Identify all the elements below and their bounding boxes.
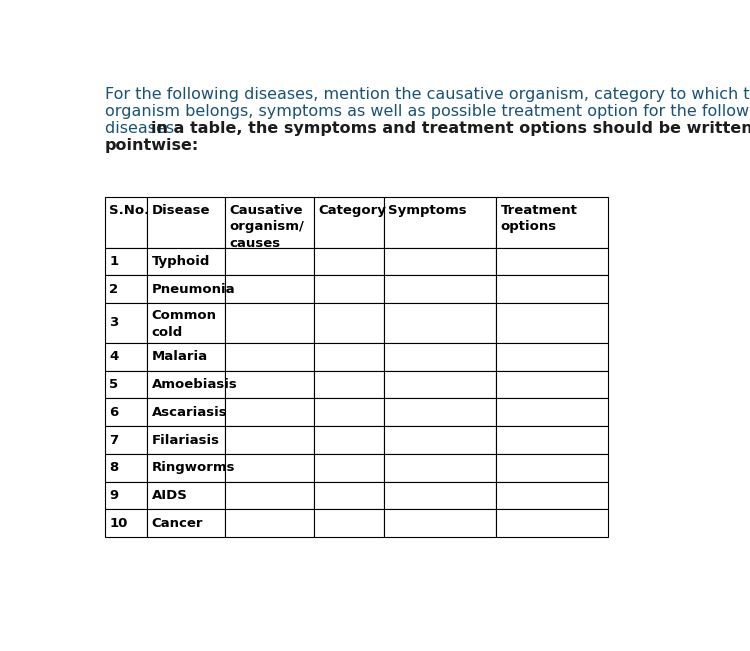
Bar <box>383 509 496 537</box>
Bar <box>225 303 314 343</box>
Bar <box>383 398 496 426</box>
Bar <box>225 197 314 247</box>
Bar <box>104 275 147 303</box>
Text: organism belongs, symptoms as well as possible treatment option for the followin: organism belongs, symptoms as well as po… <box>104 104 750 119</box>
Text: Amoebiasis: Amoebiasis <box>152 378 238 391</box>
Bar <box>496 247 608 275</box>
Bar <box>314 343 383 370</box>
Text: Category: Category <box>319 204 386 217</box>
Bar <box>225 275 314 303</box>
Bar <box>314 482 383 509</box>
Bar <box>104 197 147 247</box>
Bar <box>314 509 383 537</box>
Bar <box>104 398 147 426</box>
Bar <box>104 509 147 537</box>
Bar <box>147 426 225 454</box>
Bar <box>496 370 608 398</box>
Bar <box>496 454 608 482</box>
Bar <box>225 247 314 275</box>
Text: 8: 8 <box>110 462 118 474</box>
Bar <box>314 303 383 343</box>
Text: Typhoid: Typhoid <box>152 255 210 268</box>
Text: 6: 6 <box>110 406 118 419</box>
Bar <box>383 426 496 454</box>
Text: 7: 7 <box>110 434 118 447</box>
Bar <box>225 398 314 426</box>
Text: Ascariasis: Ascariasis <box>152 406 227 419</box>
Bar <box>147 343 225 370</box>
Bar <box>147 197 225 247</box>
Bar <box>147 398 225 426</box>
Bar <box>383 275 496 303</box>
Bar <box>104 426 147 454</box>
Text: 2: 2 <box>110 283 118 296</box>
Text: Treatment
options: Treatment options <box>501 204 578 233</box>
Bar <box>147 275 225 303</box>
Bar <box>383 454 496 482</box>
Bar <box>383 370 496 398</box>
Text: Common
cold: Common cold <box>152 309 217 339</box>
Bar <box>147 247 225 275</box>
Bar <box>496 303 608 343</box>
Bar <box>383 247 496 275</box>
Bar <box>104 370 147 398</box>
Bar <box>225 482 314 509</box>
Bar <box>147 482 225 509</box>
Bar <box>314 426 383 454</box>
Bar <box>383 303 496 343</box>
Text: Symptoms: Symptoms <box>388 204 466 217</box>
Text: in a table, the symptoms and treatment options should be written: in a table, the symptoms and treatment o… <box>151 121 750 136</box>
Text: 9: 9 <box>110 489 118 502</box>
Bar <box>225 370 314 398</box>
Text: Pneumonia: Pneumonia <box>152 283 236 296</box>
Bar <box>147 370 225 398</box>
Bar <box>225 426 314 454</box>
Text: Filariasis: Filariasis <box>152 434 220 447</box>
Bar <box>314 197 383 247</box>
Text: pointwise:: pointwise: <box>104 138 199 153</box>
Bar <box>496 509 608 537</box>
Bar <box>147 454 225 482</box>
Text: 4: 4 <box>110 350 118 363</box>
Bar <box>147 509 225 537</box>
Text: Malaria: Malaria <box>152 350 208 363</box>
Text: Ringworms: Ringworms <box>152 462 236 474</box>
Bar <box>496 343 608 370</box>
Text: diseases: diseases <box>104 121 178 136</box>
Bar <box>225 509 314 537</box>
Bar <box>225 454 314 482</box>
Bar <box>383 197 496 247</box>
Text: AIDS: AIDS <box>152 489 188 502</box>
Bar <box>496 275 608 303</box>
Bar <box>496 426 608 454</box>
Text: Cancer: Cancer <box>152 517 203 530</box>
Bar <box>225 343 314 370</box>
Bar <box>314 247 383 275</box>
Bar <box>104 454 147 482</box>
Text: 1: 1 <box>110 255 118 268</box>
Bar <box>314 454 383 482</box>
Text: S.No.: S.No. <box>110 204 149 217</box>
Text: 10: 10 <box>110 517 128 530</box>
Bar <box>496 482 608 509</box>
Bar <box>314 398 383 426</box>
Bar <box>147 303 225 343</box>
Text: 3: 3 <box>110 316 118 329</box>
Bar <box>383 482 496 509</box>
Bar <box>314 275 383 303</box>
Text: Disease: Disease <box>152 204 210 217</box>
Bar <box>383 343 496 370</box>
Bar <box>496 197 608 247</box>
Text: 5: 5 <box>110 378 118 391</box>
Bar <box>104 482 147 509</box>
Text: For the following diseases, mention the causative organism, category to which th: For the following diseases, mention the … <box>104 87 750 102</box>
Text: Causative
organism/
causes: Causative organism/ causes <box>230 204 304 249</box>
Bar <box>104 247 147 275</box>
Bar <box>314 370 383 398</box>
Bar <box>104 343 147 370</box>
Bar <box>496 398 608 426</box>
Bar <box>104 303 147 343</box>
